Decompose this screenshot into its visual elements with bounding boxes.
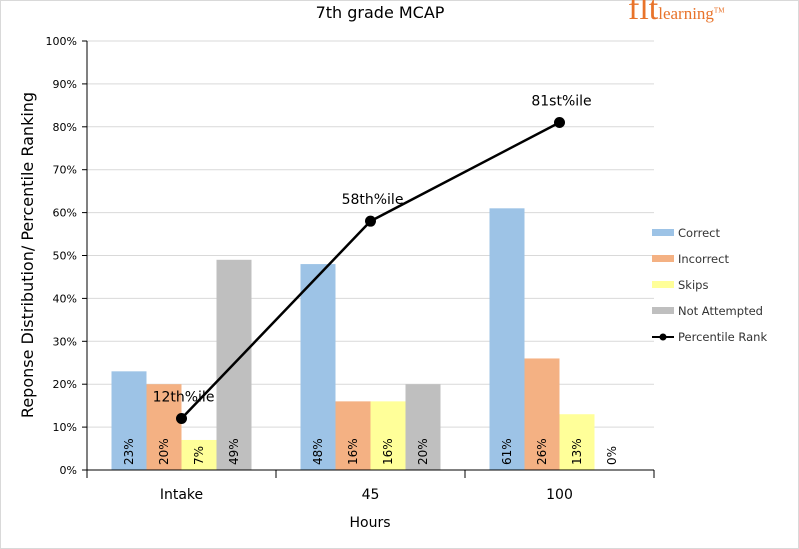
bar-data-label: 48%: [311, 438, 325, 465]
bar-data-label: 16%: [346, 438, 360, 465]
axes: 0% 10% 20% 30% 40% 50% 60% 70% 80% 90% 100% Intake 4…: [46, 35, 655, 503]
bar-skips: [559, 414, 595, 470]
bar-data-label: 20%: [416, 438, 430, 465]
y-tick-label: 10%: [53, 421, 77, 434]
data-labels: 23% 48% 61% 20% 16% 26% 7% 16% 13% 49% 20% 0%: [122, 438, 619, 465]
bar-data-label: 7%: [192, 446, 206, 465]
legend: Correct Incorrect Skips Not Attempted Percen…: [652, 226, 767, 344]
y-tick-label: 50%: [53, 250, 77, 263]
y-tick-label: 90%: [53, 78, 77, 91]
chart-title: 7th grade MCAP: [315, 3, 445, 22]
legend-swatch-incorrect: [652, 255, 674, 262]
x-category-label: 45: [362, 487, 380, 503]
y-tick-label: 0%: [60, 464, 77, 477]
legend-swatch-skips: [652, 281, 674, 288]
percentile-rank-marker: [176, 413, 187, 425]
bar-incorrect: [524, 358, 560, 470]
legend-label: Correct: [678, 226, 720, 240]
percentile-rank-marker: [554, 117, 565, 129]
percentile-rank-line: 12th%ile 58th%ile 81st%ile: [153, 94, 592, 425]
flt-learning-logo: fltlearningTM: [628, 0, 724, 28]
legend-swatch-not-attempted: [652, 307, 674, 314]
legend-label: Incorrect: [678, 252, 729, 266]
bars: [111, 208, 595, 470]
legend-swatch-correct: [652, 229, 674, 236]
legend-label: Not Attempted: [678, 304, 763, 318]
x-axis-title: Hours: [349, 515, 390, 531]
bar-skips: [370, 401, 406, 470]
y-tick-label: 80%: [53, 121, 77, 134]
bar-correct: [111, 371, 147, 470]
percentile-rank-marker: [365, 215, 376, 227]
bar-incorrect: [146, 384, 182, 470]
legend-label: Percentile Rank: [678, 330, 767, 344]
bar-data-label: 26%: [535, 438, 549, 465]
percentile-rank-label: 81st%ile: [531, 94, 591, 110]
bar-data-label: 61%: [500, 438, 514, 465]
logo-tm: TM: [713, 6, 725, 15]
x-category-label: Intake: [160, 487, 203, 503]
y-tick-label: 100%: [46, 35, 77, 48]
bar-data-label: 23%: [122, 438, 136, 465]
bar-data-label: 20%: [157, 438, 171, 465]
logo-word: learning: [658, 4, 714, 23]
logo-mark: flt: [628, 0, 659, 27]
y-tick-label: 40%: [53, 292, 77, 305]
y-axis-title: Reponse Distribution/ Percentile Ranking: [18, 92, 37, 418]
legend-label: Skips: [678, 278, 708, 292]
bar-data-label: 16%: [381, 438, 395, 465]
y-tick-label: 70%: [53, 164, 77, 177]
bar-not-attempted: [405, 384, 441, 470]
x-category-label: 100: [546, 487, 573, 503]
bar-skips: [181, 439, 217, 470]
bar-data-label: 0%: [605, 446, 619, 465]
y-tick-label: 60%: [53, 207, 77, 220]
percentile-rank-label: 12th%ile: [153, 390, 215, 406]
bar-data-label: 49%: [227, 438, 241, 465]
bar-data-label: 13%: [570, 438, 584, 465]
y-tick-label: 30%: [53, 335, 77, 348]
percentile-rank-label: 58th%ile: [342, 192, 404, 208]
bar-correct: [489, 208, 525, 470]
bar-incorrect: [335, 401, 371, 470]
bar-correct: [300, 264, 336, 470]
legend-marker-percentile-rank: [659, 333, 667, 341]
y-tick-label: 20%: [53, 378, 77, 391]
